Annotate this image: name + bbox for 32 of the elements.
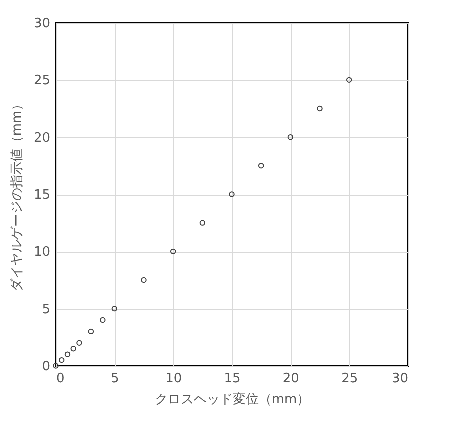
- x-tick-label: 30: [392, 372, 408, 386]
- y-tick-label: 0: [42, 360, 50, 374]
- x-tick-label: 15: [224, 372, 241, 386]
- point: [141, 277, 147, 284]
- point: [317, 106, 323, 112]
- point: [76, 340, 82, 346]
- point: [53, 363, 59, 369]
- point: [59, 357, 65, 364]
- y-tick-label: 25: [34, 74, 50, 89]
- y-tick-label: 10: [34, 245, 50, 260]
- x-tick-label: 25: [342, 372, 358, 386]
- point: [112, 306, 118, 312]
- y-tick-label: 15: [34, 188, 50, 203]
- point: [346, 77, 352, 84]
- y-axis-title: ダイヤルゲージの指示値（mm）: [10, 98, 25, 292]
- point: [229, 192, 235, 198]
- x-axis-title: クロスヘッド変位（mm）: [154, 392, 310, 408]
- point: [64, 352, 71, 358]
- x-tick-label: 5: [111, 372, 120, 386]
- point: [100, 317, 106, 324]
- point: [258, 163, 264, 169]
- x-tick-label: 0: [56, 372, 65, 386]
- point: [288, 134, 294, 140]
- y-tick-label: 20: [34, 130, 50, 146]
- point: [200, 220, 206, 226]
- point: [70, 346, 76, 352]
- x-tick-label: 20: [282, 372, 300, 386]
- y-tick-label: 5: [42, 302, 50, 318]
- y-tick-label: 30: [34, 16, 50, 32]
- point: [88, 328, 94, 335]
- point: [170, 248, 176, 255]
- x-tick-label: 10: [166, 372, 182, 386]
